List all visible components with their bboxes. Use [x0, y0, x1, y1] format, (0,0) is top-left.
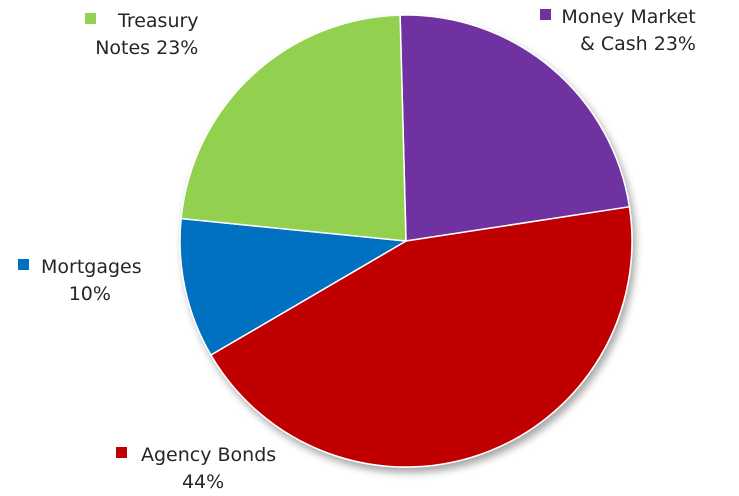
money-market-label-line1: Money Market [561, 6, 695, 28]
mortgages-label-line2: 10% [49, 283, 111, 305]
slice-treasury-notes [181, 15, 406, 241]
money-market-marker [540, 9, 551, 20]
mortgages-marker [18, 259, 29, 270]
slice-label-agency-bonds: Agency Bonds 44% [116, 442, 276, 496]
agency-bonds-label-line2: 44% [168, 471, 224, 493]
treasury-label-line2: Notes 23% [85, 37, 198, 59]
money-market-label-line2: & Cash 23% [540, 33, 696, 55]
slice-label-mortgages: Mortgages 10% [18, 254, 142, 308]
slice-label-money-market: Money Market & Cash 23% [540, 4, 696, 58]
treasury-label-line1: Treasury [118, 10, 199, 32]
mortgages-label-line1: Mortgages [41, 256, 142, 278]
treasury-marker [85, 13, 96, 24]
agency-bonds-marker [116, 447, 127, 458]
slice-label-treasury: Treasury Notes 23% [85, 8, 199, 62]
agency-bonds-label-line1: Agency Bonds [141, 444, 276, 466]
